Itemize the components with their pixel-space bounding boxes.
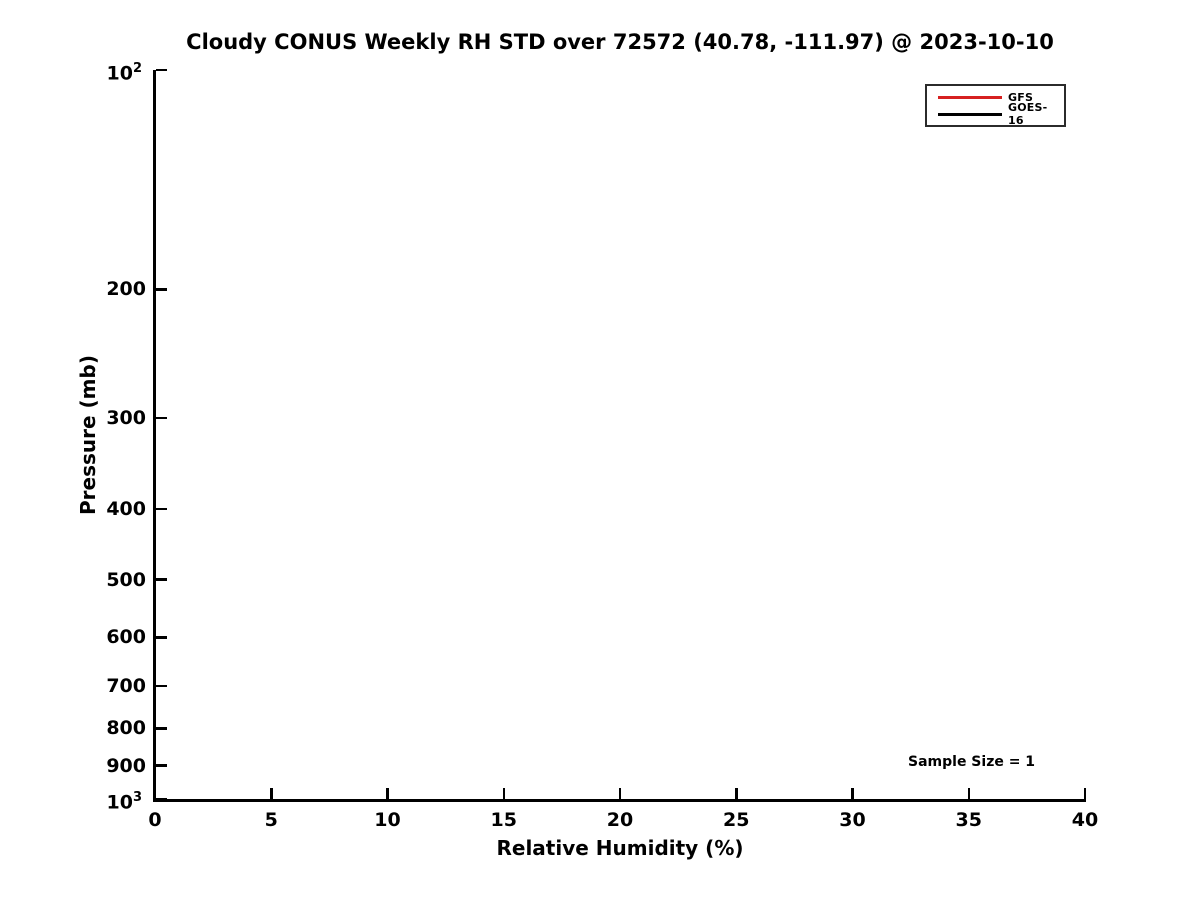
x-axis-spine xyxy=(152,799,1086,802)
x-tick xyxy=(967,788,970,799)
y-tick xyxy=(155,416,167,420)
sample-size-annotation: Sample Size = 1 xyxy=(908,754,1036,770)
x-tick-label: 40 xyxy=(1071,809,1099,831)
y-tick-label: 200 xyxy=(106,278,146,301)
y-axis-spine xyxy=(152,70,156,802)
x-tick xyxy=(153,788,157,799)
x-tick-label: 10 xyxy=(374,809,401,831)
legend-item: GFS xyxy=(938,90,1058,104)
y-tick xyxy=(155,288,167,291)
x-tick-label: 35 xyxy=(955,809,982,831)
y-tick-label: 500 xyxy=(106,568,146,591)
legend-label: GFS xyxy=(1008,90,1034,104)
legend: GFS GOES-16 xyxy=(925,84,1066,127)
y-major-tick xyxy=(155,68,167,72)
x-tick xyxy=(1083,788,1087,799)
y-tick xyxy=(155,764,167,767)
legend-label: GOES-16 xyxy=(1008,101,1048,127)
y-tick xyxy=(155,684,167,688)
x-tick-label: 0 xyxy=(148,809,162,831)
y-tick xyxy=(155,578,167,581)
x-tick xyxy=(502,788,505,799)
x-tick-label: 15 xyxy=(490,809,517,831)
x-tick xyxy=(270,788,273,799)
y-tick-label: 700 xyxy=(106,675,146,698)
y-major-tick-label: 103 xyxy=(106,790,143,814)
y-axis-title: Pressure (mb) xyxy=(76,355,100,515)
y-tick xyxy=(155,507,167,511)
y-tick-label: 400 xyxy=(106,497,146,520)
x-tick-label: 25 xyxy=(723,809,750,831)
x-tick xyxy=(851,788,854,799)
y-major-tick-label: 102 xyxy=(106,61,143,85)
x-tick xyxy=(735,788,738,799)
y-tick xyxy=(155,727,167,730)
y-major-tick xyxy=(155,797,167,801)
x-tick-label: 30 xyxy=(839,809,866,831)
x-tick xyxy=(386,788,389,799)
x-tick xyxy=(618,788,622,799)
y-tick-label: 900 xyxy=(106,754,146,777)
y-tick-label: 300 xyxy=(106,406,146,429)
x-axis-title: Relative Humidity (%) xyxy=(496,836,744,860)
y-tick-label: 800 xyxy=(106,717,146,740)
y-tick xyxy=(155,636,167,639)
chart-title: Cloudy CONUS Weekly RH STD over 72572 (4… xyxy=(186,30,1054,54)
legend-line-sample xyxy=(938,95,1002,99)
y-tick-label: 600 xyxy=(106,626,146,649)
legend-item: GOES-16 xyxy=(938,101,1058,127)
x-tick-label: 20 xyxy=(606,809,634,831)
legend-line-sample xyxy=(938,112,1002,116)
x-tick-label: 5 xyxy=(264,809,278,831)
